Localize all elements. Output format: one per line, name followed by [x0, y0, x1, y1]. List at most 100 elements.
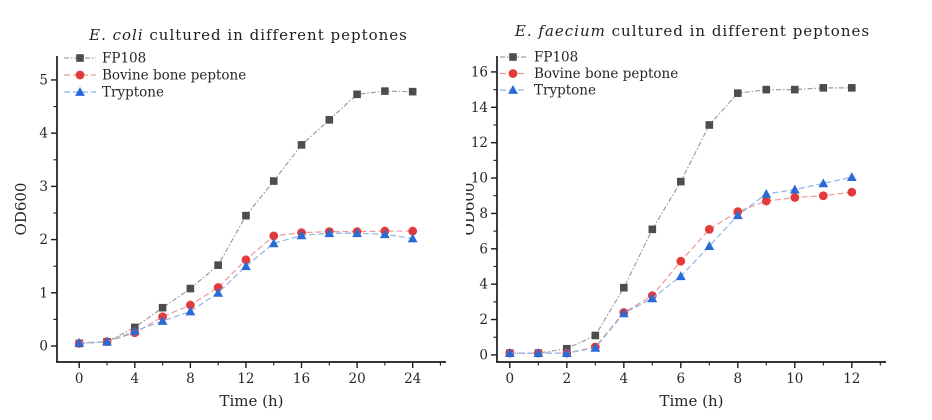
legend-label-tryptone: Tryptone — [102, 85, 164, 101]
marker-fp108 — [381, 87, 389, 95]
x-axis-label: Time (h) — [219, 392, 283, 410]
legend-marker-bovine-bone-peptone — [75, 70, 85, 80]
y-tick-label: 6 — [479, 241, 488, 257]
x-tick-label: 24 — [404, 371, 421, 387]
marker-fp108 — [677, 177, 685, 186]
chart-title-ecoli: E. coli cultured in different peptones — [57, 26, 440, 44]
series-fp108 — [75, 87, 417, 348]
marker-tryptone — [761, 188, 772, 198]
chart-title-text: cultured in different peptones — [605, 22, 871, 40]
legend-item-bovine-bone-peptone: Bovine bone peptone — [64, 68, 246, 84]
y-tick-label: 0 — [39, 339, 48, 355]
legend-item-fp108: FP108 — [500, 50, 578, 66]
marker-fp108 — [620, 283, 628, 292]
x-tick-label: 20 — [348, 371, 365, 387]
marker-tryptone — [533, 348, 544, 358]
marker-tryptone — [102, 336, 112, 346]
marker-fp108 — [819, 84, 828, 92]
marker-fp108 — [325, 116, 334, 124]
x-tick-label: 10 — [786, 371, 803, 387]
marker-tryptone — [818, 178, 829, 188]
marker-fp108 — [705, 121, 714, 129]
legend-marker-fp108 — [509, 53, 517, 61]
marker-bovine-bone-peptone — [269, 231, 279, 241]
x-tick-label: 4 — [620, 371, 629, 387]
species-name-italic: E. coli — [89, 26, 144, 44]
y-tick-label: 12 — [471, 135, 488, 151]
marker-fp108 — [762, 85, 771, 94]
x-tick-label: 12 — [237, 371, 254, 387]
x-tick-label: 8 — [186, 371, 195, 387]
y-tick-label: 1 — [39, 285, 48, 301]
y-tick-label: 0 — [479, 347, 488, 363]
legend-item-bovine-bone-peptone: Bovine bone peptone — [500, 66, 678, 82]
marker-bovine-bone-peptone — [185, 300, 195, 310]
y-tick-label: 4 — [479, 277, 488, 293]
x-tick-label: 4 — [131, 371, 140, 387]
legend-label-bovine-bone-peptone: Bovine bone peptone — [102, 68, 246, 84]
chart-title-text: cultured in different peptones — [143, 26, 408, 44]
y-tick-label: 14 — [471, 100, 488, 116]
marker-fp108 — [408, 87, 417, 96]
marker-tryptone — [504, 348, 515, 358]
marker-fp108 — [648, 225, 657, 234]
marker-tryptone — [324, 228, 335, 238]
marker-bovine-bone-peptone — [761, 196, 771, 206]
marker-fp108 — [186, 284, 195, 293]
marker-tryptone — [268, 238, 279, 248]
marker-bovine-bone-peptone — [213, 283, 223, 292]
series-bovine-bone-peptone — [74, 226, 418, 348]
marker-tryptone — [846, 172, 857, 182]
legend-label-tryptone: Tryptone — [534, 83, 596, 99]
marker-tryptone — [379, 229, 390, 239]
legend-item-fp108: FP108 — [64, 51, 146, 67]
series-tryptone — [74, 228, 418, 347]
marker-tryptone — [157, 316, 168, 325]
marker-tryptone — [129, 326, 140, 336]
legend-item-tryptone: Tryptone — [500, 83, 596, 99]
marker-tryptone — [561, 348, 572, 358]
chart-panel-efaecium: E. faecium cultured in different peptone… — [466, 0, 932, 420]
legend-marker-tryptone — [508, 85, 518, 94]
legend-item-tryptone: Tryptone — [64, 85, 164, 101]
marker-tryptone — [590, 342, 601, 352]
legend-label-bovine-bone-peptone: Bovine bone peptone — [534, 66, 678, 82]
marker-tryptone — [185, 306, 196, 316]
marker-tryptone — [704, 241, 715, 251]
y-axis-label: OD600 — [466, 183, 478, 236]
x-tick-label: 2 — [563, 371, 572, 387]
marker-fp108 — [353, 90, 361, 99]
marker-tryptone — [352, 228, 362, 238]
x-tick-label: 0 — [506, 371, 515, 387]
marker-tryptone — [675, 271, 686, 281]
marker-bovine-bone-peptone — [676, 256, 686, 266]
x-tick-label: 16 — [293, 371, 310, 387]
marker-tryptone — [213, 287, 224, 297]
y-tick-label: 2 — [39, 232, 48, 248]
plot-svg-efaecium: 0 2 4 6 8 10 12 0 2 4 6 8 10 12 14 16 Time (h) OD600 FP108… — [466, 50, 886, 410]
series-fp108 — [506, 84, 856, 357]
y-tick-label: 4 — [39, 126, 48, 142]
y-tick-label: 16 — [471, 64, 488, 80]
y-tick-label: 5 — [39, 72, 48, 88]
marker-fp108 — [269, 177, 278, 185]
marker-fp108 — [242, 211, 250, 220]
marker-tryptone — [407, 233, 418, 243]
marker-fp108 — [848, 84, 856, 92]
marker-bovine-bone-peptone — [790, 193, 800, 202]
marker-tryptone — [618, 308, 629, 318]
marker-tryptone — [647, 293, 658, 303]
marker-bovine-bone-peptone — [408, 226, 418, 236]
marker-bovine-bone-peptone — [704, 224, 714, 234]
y-tick-label: 3 — [39, 179, 48, 195]
x-tick-label: 8 — [734, 371, 743, 387]
marker-fp108 — [297, 141, 306, 149]
series-tryptone — [504, 172, 857, 358]
legend-label-fp108: FP108 — [534, 50, 578, 66]
series-line-fp108 — [509, 87, 852, 354]
y-tick-label: 2 — [479, 312, 488, 328]
marker-tryptone — [74, 337, 85, 347]
